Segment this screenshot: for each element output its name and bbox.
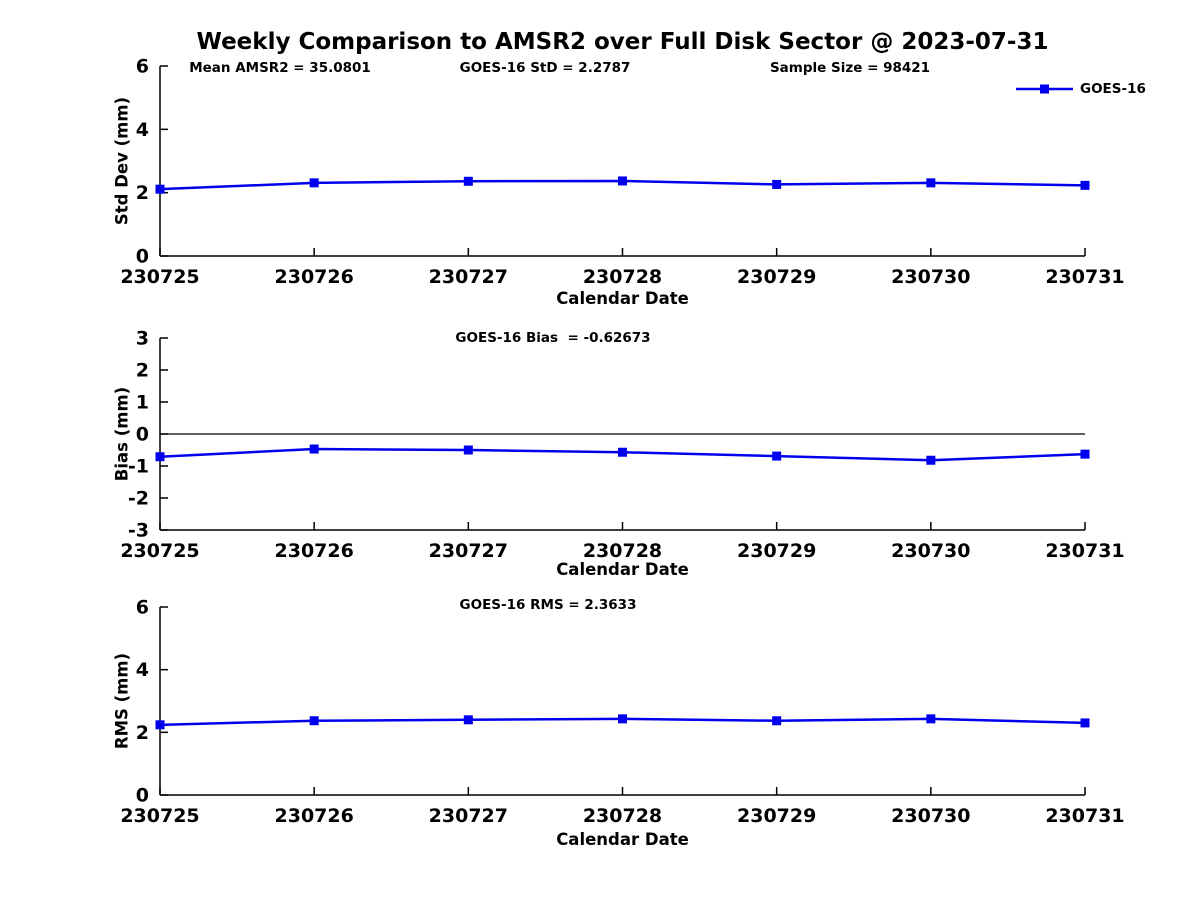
stddev-y-tick-label: 0 <box>136 246 149 268</box>
bias-y-tick-label: -1 <box>128 456 149 478</box>
rms-data-point-marker <box>772 716 782 726</box>
legend-marker-sample <box>1040 84 1049 94</box>
stddev-x-tick-label: 230731 <box>1045 266 1124 288</box>
bias-data-point-marker <box>155 452 165 462</box>
stddev-data-point-marker <box>618 176 627 186</box>
bias-y-tick-label: -3 <box>128 520 149 542</box>
rms-x-tick-label: 230725 <box>120 805 199 827</box>
bias-x-tick-label: 230727 <box>429 540 508 562</box>
bias-data-point-marker <box>309 444 319 454</box>
rms-x-tick-label: 230727 <box>429 805 508 827</box>
annotation-goes16-rms: GOES-16 RMS = 2.3633 <box>459 597 637 613</box>
annotation-mean-amsr2: Mean AMSR2 = 35.0801 <box>189 60 371 76</box>
bias-x-tick-label: 230730 <box>891 540 970 562</box>
bias-x-tick-label: 230731 <box>1045 540 1124 562</box>
bias-data-point-marker <box>772 451 782 461</box>
rms-y-tick-label: 2 <box>136 722 149 744</box>
rms-x-tick-label: 230729 <box>737 805 816 827</box>
stddev-y-tick-label: 6 <box>136 56 149 78</box>
rms-data-point-marker <box>618 714 627 724</box>
bias-y-tick-label: 2 <box>136 360 149 382</box>
annotation-goes16-std: GOES-16 StD = 2.2787 <box>459 60 631 76</box>
stddev-y-axis-label: Std Dev (mm) <box>112 96 132 226</box>
bias-y-tick-label: -2 <box>128 488 149 510</box>
stddev-x-tick-label: 230727 <box>429 266 508 288</box>
annotation-sample-size: Sample Size = 98421 <box>769 60 931 76</box>
stddev-x-tick-label: 230728 <box>583 266 662 288</box>
stddev-data-point-marker <box>1080 180 1090 190</box>
rms-data-point-marker <box>309 716 319 726</box>
rms-data-point-marker <box>1080 718 1090 728</box>
bias-y-tick-label: 0 <box>136 424 149 446</box>
bias-x-tick-label: 230725 <box>120 540 199 562</box>
rms-y-axis-label: RMS (mm) <box>112 652 132 750</box>
rms-data-point-marker <box>155 720 165 730</box>
bias-data-point-marker <box>926 455 936 465</box>
annotation-goes16-bias: GOES-16 Bias = -0.62673 <box>455 330 651 346</box>
stddev-x-tick-label: 230725 <box>120 266 199 288</box>
bias-x-axis-label: Calendar Date <box>556 560 689 579</box>
stddev-x-tick-label: 230726 <box>275 266 354 288</box>
rms-x-tick-label: 230726 <box>275 805 354 827</box>
rms-x-tick-label: 230730 <box>891 805 970 827</box>
rms-y-tick-label: 6 <box>136 597 149 619</box>
bias-x-tick-label: 230728 <box>583 540 662 562</box>
legend <box>1016 84 1073 94</box>
stddev-data-point-marker <box>155 184 165 194</box>
rms-plot: 0 2 4 6 230725 230726 230727 230728 230729 230730… <box>120 597 1124 828</box>
bias-y-tick-label: 1 <box>136 392 149 414</box>
bias-data-point-marker <box>618 447 627 457</box>
bias-x-tick-label: 230726 <box>275 540 354 562</box>
stddev-data-point-marker <box>463 176 473 186</box>
stddev-data-point-marker <box>772 179 782 189</box>
bias-x-tick-label: 230729 <box>737 540 816 562</box>
bias-y-axis-label: Bias (mm) <box>112 386 132 482</box>
rms-data-point-marker <box>926 714 936 724</box>
stddev-x-tick-label: 230730 <box>891 266 970 288</box>
stddev-data-point-marker <box>926 178 936 188</box>
legend-label-goes16: GOES-16 <box>1080 81 1146 97</box>
stddev-x-axis-label: Calendar Date <box>556 289 689 308</box>
rms-y-tick-label: 4 <box>136 659 149 681</box>
rms-x-tick-label: 230731 <box>1045 805 1124 827</box>
stddev-data-point-marker <box>309 178 319 188</box>
bias-y-tick-label: 3 <box>136 328 149 350</box>
bias-data-point-marker <box>463 445 473 455</box>
stddev-y-tick-label: 2 <box>136 182 149 204</box>
rms-x-axis-label: Calendar Date <box>556 830 689 849</box>
rms-data-point-marker <box>463 715 473 725</box>
stddev-plot: 0 2 4 6 230725 230726 230727 230728 230729 230730… <box>120 56 1124 289</box>
stddev-x-tick-label: 230729 <box>737 266 816 288</box>
rms-y-tick-label: 0 <box>136 785 149 807</box>
bias-data-point-marker <box>1080 449 1090 459</box>
figure-title: Weekly Comparison to AMSR2 over Full Dis… <box>196 29 1049 55</box>
stddev-y-tick-label: 4 <box>136 119 149 141</box>
rms-x-tick-label: 230728 <box>583 805 662 827</box>
